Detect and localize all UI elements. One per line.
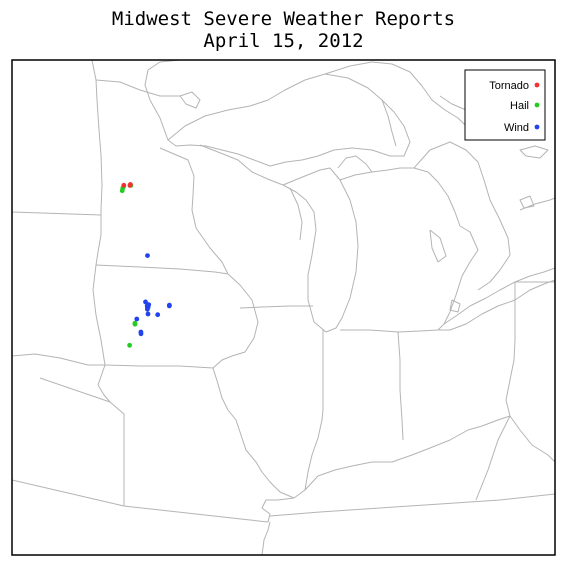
map-date: April 15, 2012 — [203, 30, 364, 52]
canadian-shore — [324, 61, 471, 131]
border-wi-il — [239, 305, 313, 309]
border-mi-oh — [397, 329, 439, 333]
green-bay — [289, 187, 303, 241]
border-ks-mo — [109, 401, 125, 506]
border-ks-ne — [39, 377, 111, 403]
wind-report-marker — [166, 303, 172, 309]
border-oh-pa — [505, 282, 516, 417]
border-in-oh — [397, 331, 404, 441]
lake-erie-south — [438, 279, 555, 331]
lake-st-clair — [449, 299, 461, 313]
border-wv — [509, 415, 555, 463]
lake-simcoe — [519, 195, 535, 209]
mi-tip — [337, 155, 373, 173]
border-nd-sd — [12, 211, 102, 216]
border-wi-mi — [199, 144, 284, 186]
ohio-river — [293, 415, 511, 499]
michigan-up-border — [381, 99, 397, 147]
map-frame — [11, 59, 556, 556]
map-title: Midwest Severe Weather Reports — [111, 8, 456, 30]
border-mo-tn — [261, 521, 271, 555]
border-ia-mo — [103, 364, 214, 369]
legend-hail-icon — [534, 102, 540, 108]
border-ok-ar — [123, 505, 269, 523]
saginaw-bay — [429, 229, 447, 263]
lake-nipissing — [519, 145, 549, 159]
superior-north-shore — [144, 60, 181, 141]
wind-report-marker — [145, 253, 150, 258]
wind-report-marker — [146, 302, 152, 307]
wind-report-marker — [134, 316, 140, 322]
border-mn-ia — [95, 264, 229, 275]
tornado-report-marker — [127, 183, 133, 188]
border-ia-il — [212, 273, 259, 369]
legend-box — [464, 69, 546, 141]
report-markers — [119, 182, 172, 348]
state-boundaries — [12, 60, 555, 555]
lake-huron-shore — [339, 167, 479, 331]
wind-report-marker — [145, 311, 151, 317]
lake-erie — [443, 267, 555, 325]
wind-report-marker — [138, 331, 144, 337]
lake-huron-east — [413, 141, 511, 291]
mn-on-border — [95, 79, 180, 97]
legend: Tornado Hail Wind — [464, 69, 546, 141]
border-mo-ar — [261, 497, 295, 523]
tornado-report-marker — [121, 182, 127, 188]
legend-wind-icon — [534, 124, 540, 130]
border-in-mi — [340, 329, 399, 333]
legend-label-hail: Hail — [510, 100, 529, 112]
legend-tornado-icon — [534, 82, 540, 88]
border-il-mo — [212, 367, 295, 499]
hail-report-marker — [119, 188, 125, 194]
border-il-in — [304, 330, 324, 491]
lake-michigan — [282, 167, 359, 333]
legend-label-wind: Wind — [504, 122, 529, 134]
border-sd-mn-ia — [92, 264, 106, 366]
border-nd-mn — [91, 60, 103, 266]
wind-report-marker — [143, 299, 148, 305]
hail-report-marker — [132, 321, 138, 327]
lake-superior — [167, 73, 411, 167]
hail-report-marker — [127, 342, 132, 348]
border-ne-ia — [97, 364, 111, 403]
border-ky-va — [475, 415, 511, 501]
border-sd-ne — [12, 353, 105, 366]
border-ky-tn — [269, 493, 555, 517]
lake-of-woods — [179, 91, 201, 109]
wind-report-marker — [155, 312, 161, 318]
legend-label-tornado: Tornado — [489, 80, 529, 92]
border-mn-wi — [159, 147, 229, 275]
border-ks-ok — [12, 479, 125, 507]
